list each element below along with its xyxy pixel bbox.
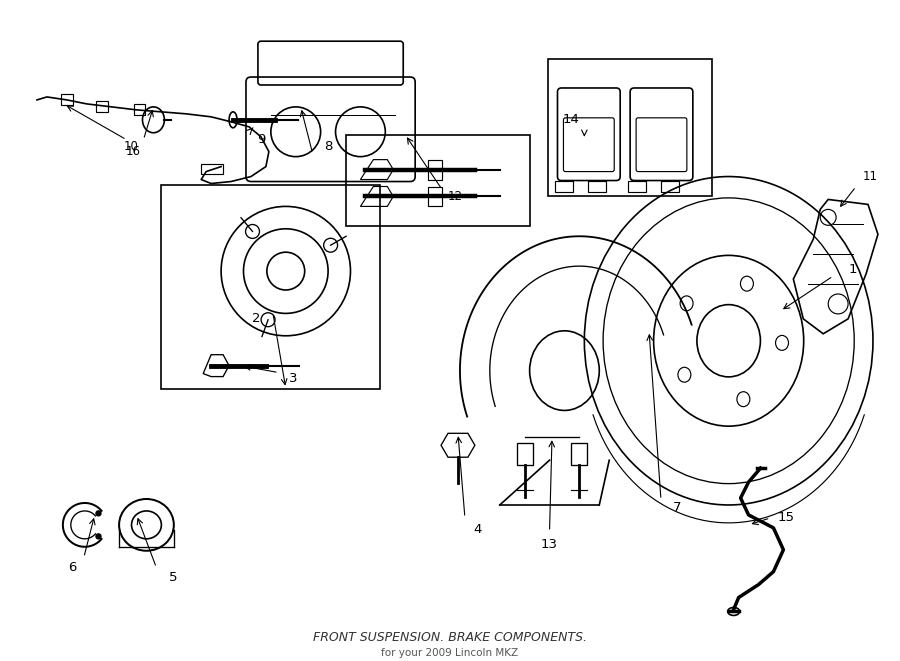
Text: 9: 9 [256,134,266,146]
Text: 10: 10 [124,140,139,153]
Text: 13: 13 [541,538,558,551]
Text: 3: 3 [289,372,297,385]
Text: 8: 8 [324,140,333,153]
Text: 7: 7 [672,502,681,514]
Text: FRONT SUSPENSION. BRAKE COMPONENTS.: FRONT SUSPENSION. BRAKE COMPONENTS. [313,631,587,644]
Text: 11: 11 [862,170,878,183]
Text: 12: 12 [447,190,463,203]
Text: 2: 2 [252,313,260,325]
Text: 16: 16 [126,145,141,158]
Text: 14: 14 [563,113,580,126]
Ellipse shape [230,112,237,128]
Text: 4: 4 [473,524,482,536]
Text: 1: 1 [849,262,858,276]
Text: 15: 15 [778,512,795,524]
Circle shape [96,511,101,516]
Text: 5: 5 [169,571,177,584]
Text: 6: 6 [68,561,76,574]
Circle shape [96,534,101,539]
Text: for your 2009 Lincoln MKZ: for your 2009 Lincoln MKZ [382,648,518,658]
